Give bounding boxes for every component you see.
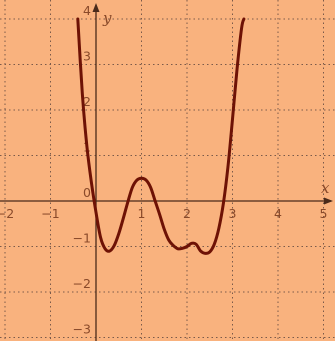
x-tick-label: −2 (0, 206, 14, 221)
x-tick-label: 3 (229, 206, 237, 221)
curve-layer (76, 17, 246, 255)
x-tick-label: 1 (138, 206, 146, 221)
axes (0, 3, 333, 341)
y-tick-label: 4 (83, 3, 91, 18)
y-axis-arrow (92, 3, 100, 12)
y-axis-label: y (102, 9, 112, 27)
y-tick-label: −3 (73, 322, 91, 337)
y-tick-label: 2 (83, 94, 91, 109)
x-tick-label: −1 (41, 206, 59, 221)
function-curve (76, 17, 246, 255)
x-tick-label: 2 (183, 206, 191, 221)
y-tick-label: −1 (73, 231, 91, 246)
x-axis-label: x (321, 179, 330, 197)
x-axis-arrow (324, 197, 333, 205)
y-tick-label: 0 (83, 185, 91, 200)
x-tick-label: 5 (320, 206, 328, 221)
x-tick-label: 4 (274, 206, 282, 221)
y-tick-label: 3 (83, 49, 91, 64)
y-tick-label: −2 (73, 276, 91, 291)
